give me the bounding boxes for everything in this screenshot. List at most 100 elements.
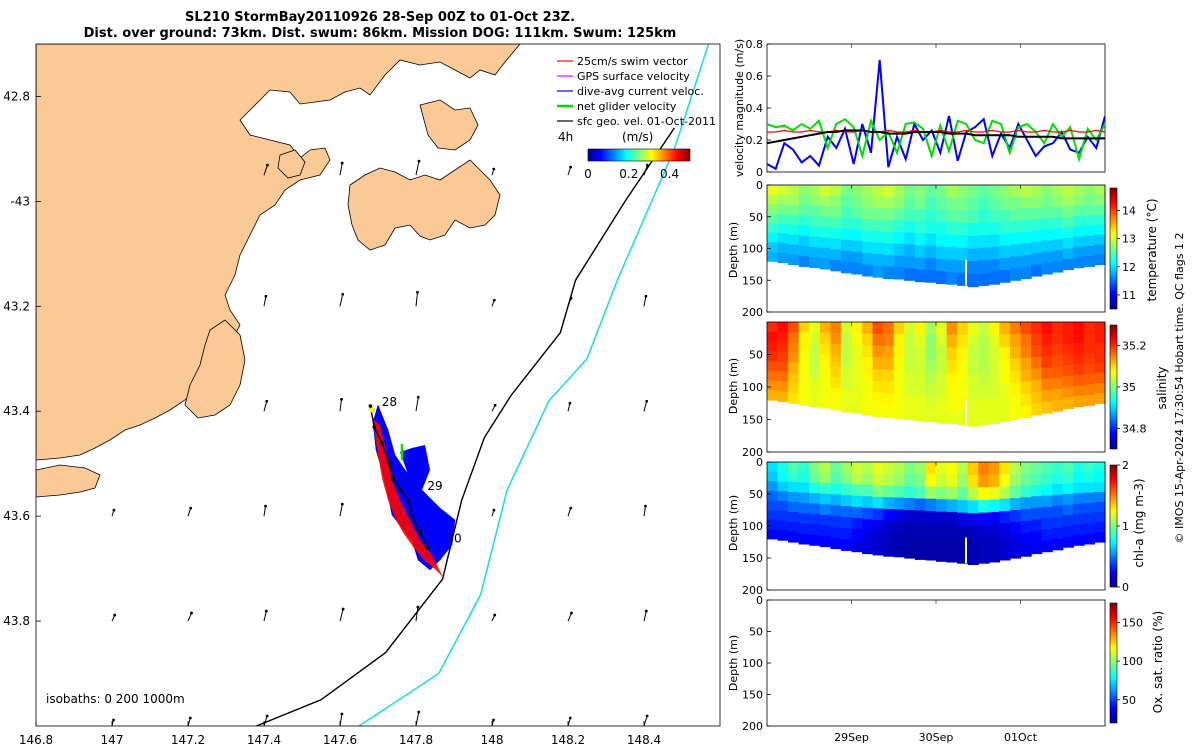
section-cell: [1083, 235, 1096, 247]
section-cell: [936, 234, 948, 248]
day-label: 29: [427, 479, 442, 493]
section-cell: [872, 254, 884, 267]
section-cell: [830, 483, 842, 495]
section-cell: [999, 486, 1011, 500]
section-cell: [798, 462, 810, 473]
section-cell: [893, 185, 905, 198]
map-x-tick-label: 147.4: [247, 733, 281, 747]
oxygen-colorbar-label: Ox. sat. ratio (%): [1151, 611, 1165, 713]
geo-vector-head: [340, 161, 344, 165]
section-cell: [872, 380, 884, 394]
section-cell: [1094, 382, 1106, 394]
section-cell: [851, 218, 863, 230]
section-cell: [893, 533, 905, 546]
section-cell: [872, 196, 884, 209]
section-cell: [767, 194, 779, 205]
velocity-series: [767, 59, 1105, 171]
section-cell: [1020, 266, 1032, 279]
section-cell: [904, 196, 916, 210]
section-cell: [788, 194, 800, 206]
section-cell: [819, 375, 831, 387]
section-cell: [798, 492, 810, 504]
section-cell: [819, 322, 831, 334]
section-cell: [851, 540, 863, 553]
section-cell: [914, 383, 927, 397]
land-south-arm: [184, 319, 246, 419]
section-cell: [988, 322, 1000, 336]
geo-vector-head: [569, 506, 573, 510]
section-cell: [819, 364, 831, 377]
section-cell: [798, 503, 810, 514]
section-cell: [978, 247, 990, 261]
geo-vector: [263, 401, 268, 412]
geo-vector-head: [112, 508, 116, 512]
geo-vector: [567, 612, 572, 622]
gps-start-marker: [369, 407, 375, 413]
geo-vector-head: [416, 605, 420, 609]
section-cell: [862, 264, 874, 277]
section-cell: [798, 225, 810, 237]
section-cell: [819, 247, 831, 259]
section-cell: [988, 410, 1000, 424]
section-cell: [1052, 333, 1064, 345]
section-cell: [872, 333, 884, 347]
time-axis: 29Sep 30Sep 01Oct: [834, 44, 1038, 744]
section-cell: [1031, 380, 1043, 393]
section-cell: [862, 462, 874, 474]
map-panel: 146.8 147 147.2 147.4 147.6 147.8 148 148.2 148.…: [3, 43, 721, 747]
section-cell: [1020, 485, 1032, 498]
geo-vector-head: [416, 395, 420, 399]
map-y-tick-label: 43.6: [3, 509, 30, 523]
section-cell: [830, 238, 842, 250]
section-cell: [1041, 240, 1053, 253]
section-cell: [1031, 356, 1043, 370]
section-colorbar: [1109, 464, 1118, 588]
section-cell: [1094, 482, 1106, 493]
section-cell: [946, 536, 958, 550]
section-cell: [936, 258, 948, 272]
section-cell: [1062, 397, 1074, 409]
section-cell: [798, 332, 810, 344]
section-cell: [1052, 239, 1064, 251]
section-cell: [893, 497, 905, 510]
section-cell: [851, 240, 863, 253]
section-cell: [788, 322, 800, 333]
section-cell: [946, 271, 958, 285]
map-y-tick-label: 43.8: [3, 614, 30, 628]
section-cell: [988, 536, 1000, 550]
section-cell: [872, 345, 884, 358]
section-cell: [967, 361, 979, 375]
geo-vector: [187, 612, 192, 622]
section-cell: [767, 251, 779, 262]
section-cell: [904, 244, 916, 257]
section-cell: [904, 322, 916, 335]
section-cell: [1020, 509, 1032, 522]
depth-tick-label: 0: [756, 594, 763, 607]
section-cell: [1020, 185, 1032, 198]
section-cell: [830, 387, 842, 400]
section-cell: [914, 245, 927, 258]
section-cell: [883, 520, 895, 534]
section-cell: [840, 239, 853, 252]
section-cell: [767, 481, 779, 492]
section-cell: [872, 485, 884, 498]
section-cell: [819, 525, 831, 537]
section-cell: [936, 474, 948, 488]
section-cell: [1041, 229, 1053, 242]
section-cell: [851, 207, 863, 219]
section-cell: [957, 499, 969, 514]
geo-vector-head: [341, 607, 345, 611]
section-cell: [1009, 498, 1022, 511]
section-cell: [840, 378, 853, 390]
section-cell: [809, 353, 821, 365]
time-tick-label: 29Sep: [834, 731, 869, 744]
depth-tick-label: 150: [742, 552, 763, 565]
section-cell: [819, 493, 831, 505]
section-cell: [978, 360, 990, 374]
section-cell: [1031, 345, 1043, 358]
section-cell: [777, 371, 789, 383]
section-cell: [1094, 204, 1106, 216]
section-cell: [1009, 185, 1022, 198]
section-cell: [1020, 473, 1032, 487]
section-cell: [767, 351, 779, 362]
